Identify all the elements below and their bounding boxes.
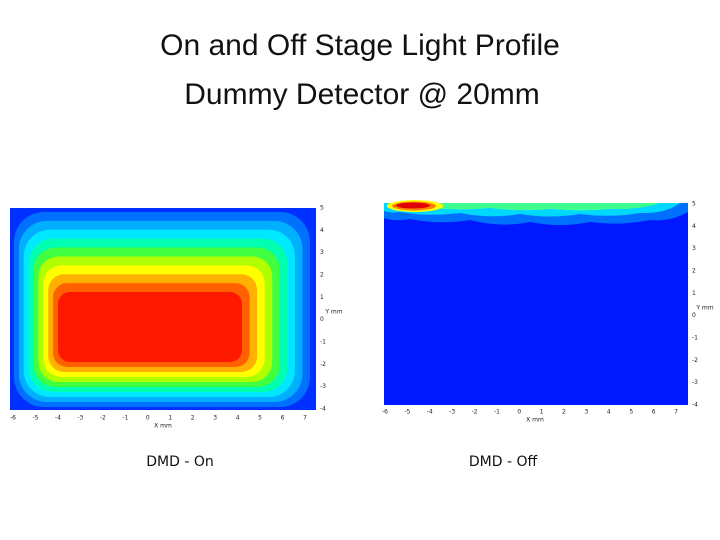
y-tick-label: 0 (320, 316, 324, 323)
x-tick-label: -1 (494, 409, 500, 416)
x-tick-label: 2 (191, 415, 195, 422)
x-axis-label: X mm (154, 423, 172, 430)
y-tick-label: 5 (320, 205, 324, 212)
y-tick-label: 4 (692, 223, 696, 230)
y-tick-label: -3 (692, 379, 698, 386)
x-tick-label: 1 (540, 409, 544, 416)
y-tick-label: -1 (320, 339, 326, 346)
y-tick-label: 1 (320, 294, 324, 301)
x-tick-label: 1 (168, 415, 172, 422)
y-tick-label: 0 (692, 312, 696, 319)
y-tick-label: -2 (320, 361, 326, 368)
x-tick-label: 5 (629, 409, 633, 416)
x-tick-label: 6 (652, 409, 656, 416)
y-tick-label: 4 (320, 227, 324, 234)
x-tick-label: 4 (236, 415, 240, 422)
x-tick-label: 7 (674, 409, 678, 416)
y-tick-label: 3 (692, 245, 696, 252)
caption: DMD - Off (469, 454, 538, 470)
y-tick-label: -1 (692, 335, 698, 342)
x-tick-label: -4 (55, 415, 61, 422)
heat-layer (58, 292, 242, 362)
x-tick-label: -4 (427, 409, 433, 416)
y-tick-label: 2 (692, 268, 696, 275)
y-tick-label: -4 (692, 402, 698, 409)
y-tick-label: 1 (692, 290, 696, 297)
x-tick-label: 3 (213, 415, 217, 422)
x-tick-label: 0 (146, 415, 150, 422)
x-tick-label: -6 (10, 415, 16, 422)
y-tick-label: 5 (692, 201, 696, 208)
x-tick-label: -2 (472, 409, 478, 416)
x-axis-label: X mm (526, 417, 544, 424)
heatmap-on (10, 208, 316, 410)
x-tick-label: 6 (281, 415, 285, 422)
y-tick-label: -4 (320, 406, 326, 413)
x-tick-label: 5 (258, 415, 262, 422)
y-axis-label: Y mm (695, 305, 713, 312)
y-axis-label: Y mm (324, 309, 342, 316)
heatmap-off (384, 200, 688, 405)
x-tick-label: -5 (404, 409, 410, 416)
title-line: On and Off Stage Light Profile (160, 29, 560, 62)
y-tick-label: -3 (320, 383, 326, 390)
y-tick-label: 2 (320, 272, 324, 279)
x-tick-label: 2 (562, 409, 566, 416)
x-tick-label: -5 (32, 415, 38, 422)
y-tick-label: 3 (320, 249, 324, 256)
x-tick-label: 7 (303, 415, 307, 422)
title-line: Dummy Detector @ 20mm (184, 78, 540, 111)
y-tick-label: -2 (692, 357, 698, 364)
x-tick-label: 4 (607, 409, 611, 416)
x-tick-label: -1 (122, 415, 128, 422)
x-tick-label: 0 (517, 409, 521, 416)
caption: DMD - On (146, 454, 213, 470)
x-tick-label: -3 (77, 415, 83, 422)
x-tick-label: -3 (449, 409, 455, 416)
x-tick-label: -2 (100, 415, 106, 422)
x-tick-label: -6 (382, 409, 388, 416)
x-tick-label: 3 (585, 409, 589, 416)
